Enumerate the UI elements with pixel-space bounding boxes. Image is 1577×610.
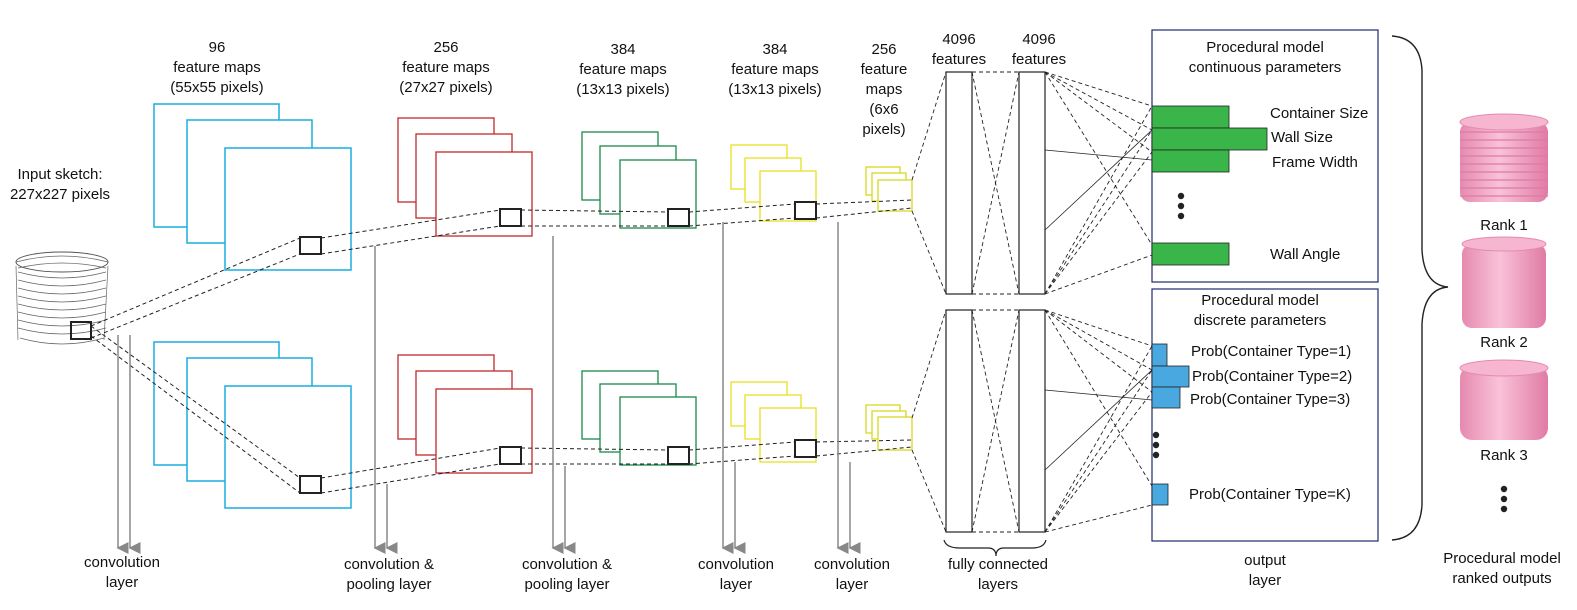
- fc-connections: [911, 71, 1153, 533]
- continuous-param-wall-size: Wall Size: [1271, 129, 1333, 146]
- rank1-label: Rank 1: [1480, 217, 1528, 234]
- conv4-top-maps: [730, 144, 817, 222]
- discrete-param-type-k: Prob(Container Type=K): [1189, 486, 1351, 503]
- conv5-top-maps: [865, 166, 913, 212]
- conv4-bottom-maps: [730, 381, 817, 463]
- discrete-param-type-3: Prob(Container Type=3): [1190, 391, 1351, 408]
- continuous-param-container-size: Container Size: [1270, 105, 1369, 122]
- bottom-label-ranked: Procedural model ranked outputs: [1443, 550, 1561, 587]
- discrete-param-type-2: Prob(Container Type=2): [1192, 368, 1353, 385]
- fc2-label: 4096 features: [1011, 31, 1067, 68]
- fc1-label: 4096 features: [931, 31, 987, 68]
- bottom-label-fc: fully connected layers: [947, 556, 1049, 593]
- layer3-label: 384 feature maps (13x13 pixels): [576, 41, 670, 98]
- conv3-bottom-kernel: [667, 446, 690, 465]
- conv2-top-maps: [397, 117, 533, 237]
- bottom-label-output: output layer: [1244, 552, 1286, 589]
- bottom-label-conv2: convolution & pooling layer: [343, 556, 435, 593]
- bottom-label-conv1: convolution layer: [84, 554, 160, 591]
- conv4-bottom-kernel: [794, 439, 817, 458]
- discrete-bars: [1151, 343, 1190, 506]
- discrete-title: Procedural model discrete parameters: [1193, 292, 1327, 329]
- discrete-output-box: [1151, 288, 1379, 542]
- layer2-label: 256 feature maps (27x27 pixels): [399, 39, 493, 96]
- rank1-container: [1459, 113, 1549, 202]
- conv-connections: [90, 199, 913, 494]
- discrete-ellipsis: [1152, 431, 1160, 459]
- bottom-label-conv3: convolution & pooling layer: [521, 556, 613, 593]
- conv3-bottom-maps: [581, 370, 697, 466]
- conv2-top-kernel: [499, 208, 522, 227]
- rank-ellipsis: [1500, 485, 1508, 513]
- bottom-label-conv4: convolution layer: [698, 556, 774, 593]
- layer-arrows: [116, 222, 861, 554]
- conv1-bottom-kernel: [299, 475, 322, 494]
- rank3-container: [1459, 359, 1549, 440]
- fc-solid-connections: [1044, 129, 1153, 471]
- layer4-label: 384 feature maps (13x13 pixels): [728, 41, 822, 98]
- input-sketch: [15, 251, 109, 345]
- rank2-container: [1461, 236, 1547, 328]
- conv1-bottom-maps: [153, 341, 352, 509]
- input-label: Input sketch: 227x227 pixels: [9, 166, 111, 203]
- conv1-top-maps: [153, 103, 352, 271]
- continuous-title: Procedural model continuous parameters: [1188, 39, 1342, 76]
- bottom-label-conv5: convolution layer: [814, 556, 890, 593]
- continuous-param-wall-angle: Wall Angle: [1270, 246, 1341, 263]
- continuous-ellipsis: [1177, 192, 1185, 220]
- conv3-top-kernel: [667, 208, 690, 227]
- fc-brace: [943, 539, 1047, 557]
- rank2-label: Rank 2: [1480, 334, 1528, 351]
- conv5-bottom-maps: [865, 404, 913, 451]
- continuous-param-frame-width: Frame Width: [1272, 154, 1358, 171]
- conv1-top-kernel: [299, 236, 322, 255]
- layer5-label: 256 feature maps (6x6 pixels): [860, 41, 908, 138]
- fc-layers: [945, 71, 1046, 533]
- conv4-top-kernel: [794, 201, 817, 220]
- conv2-bottom-kernel: [499, 446, 522, 465]
- continuous-bars: [1151, 105, 1268, 266]
- conv3-top-maps: [581, 131, 697, 229]
- discrete-param-type-1: Prob(Container Type=1): [1191, 343, 1352, 360]
- ranked-brace: [1391, 35, 1449, 541]
- layer1-label: 96 feature maps (55x55 pixels): [170, 39, 264, 96]
- rank3-label: Rank 3: [1480, 447, 1528, 464]
- conv2-bottom-maps: [397, 354, 533, 474]
